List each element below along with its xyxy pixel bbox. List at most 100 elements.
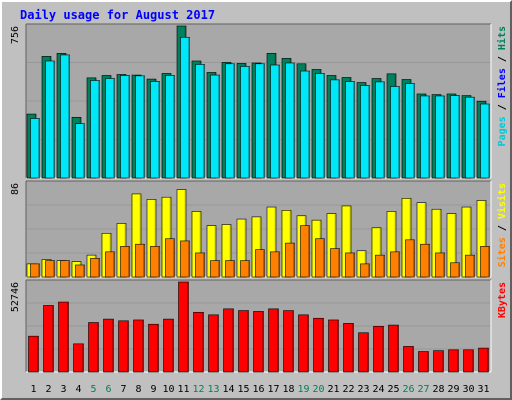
x-axis-labels: 1 2 3 4 5 6 7 8 9 10 11 12 13 14 15 16 17 18 19 20 21 22 23 24 2… [30, 384, 489, 395]
bar-kbytes-day-18 [283, 310, 294, 373]
bar-files-day-23 [360, 85, 370, 179]
bar-files-day-19 [300, 70, 310, 179]
x-tick-label: 29 [447, 384, 459, 395]
bar-kbytes-day-22 [343, 323, 354, 373]
bar-files-day-10 [165, 75, 175, 179]
x-tick-label: 3 [60, 384, 66, 395]
bar-sites-day-1 [30, 263, 40, 278]
x-tick-label: 7 [120, 384, 126, 395]
bar-sites-day-8 [135, 243, 145, 278]
x-tick-label: 20 [312, 384, 324, 395]
bar-kbytes-day-17 [268, 308, 279, 373]
bar-files-day-17 [270, 64, 280, 179]
bar-files-day-1 [30, 118, 40, 179]
x-tick-label: 17 [267, 384, 279, 395]
bar-kbytes-day-3 [58, 301, 69, 373]
bar-files-day-12 [195, 64, 205, 179]
x-tick-label: 16 [252, 384, 264, 395]
panel-hits-files-pages: 756 Pages / Files / Hits [10, 23, 508, 179]
bar-kbytes-day-8 [133, 319, 144, 373]
bar-kbytes-day-6 [103, 318, 114, 373]
bar-kbytes-day-23 [358, 332, 369, 373]
series-legend: Sites / Visits [496, 183, 508, 267]
bar-files-day-22 [345, 81, 355, 179]
legend-visits: Visits [496, 183, 508, 219]
bar-files-day-5 [90, 80, 100, 179]
bar-sites-day-31 [480, 246, 490, 278]
x-tick-label: 18 [282, 384, 294, 395]
legend-: / [497, 219, 508, 237]
bar-sites-day-5 [90, 258, 100, 278]
x-tick-label: 1 [30, 384, 36, 395]
bar-files-day-18 [285, 62, 295, 179]
bars [28, 281, 489, 373]
bar-sites-day-27 [420, 243, 430, 278]
x-tick-label: 2 [45, 384, 51, 395]
bar-sites-day-4 [75, 264, 85, 278]
bar-kbytes-day-7 [118, 320, 129, 373]
legend-: / [497, 50, 508, 68]
bar-kbytes-day-19 [298, 314, 309, 373]
bar-files-day-4 [75, 123, 85, 179]
bar-files-day-7 [120, 75, 130, 179]
x-tick-label: 26 [402, 384, 414, 395]
bar-sites-day-10 [165, 238, 175, 278]
bar-files-day-3 [60, 54, 70, 179]
bar-kbytes-day-24 [373, 325, 384, 373]
bars [26, 189, 490, 278]
y-max-label: 756 [10, 26, 21, 44]
bar-sites-day-3 [60, 260, 70, 278]
bar-sites-day-2 [45, 260, 55, 278]
bar-sites-day-24 [375, 254, 385, 278]
bar-kbytes-day-21 [328, 319, 339, 373]
bar-kbytes-day-27 [418, 351, 429, 373]
bar-kbytes-day-11 [178, 281, 189, 373]
bars [26, 25, 490, 179]
bar-files-day-30 [465, 96, 475, 179]
y-max-label: 52746 [10, 282, 21, 312]
x-tick-label: 6 [105, 384, 111, 395]
bar-files-day-16 [255, 63, 265, 179]
x-tick-label: 27 [417, 384, 429, 395]
legend-pages: Pages [497, 116, 508, 146]
bar-sites-day-19 [300, 225, 310, 278]
bar-sites-day-7 [120, 246, 130, 278]
bar-sites-day-11 [180, 240, 190, 278]
legend-kbytes: KBytes [497, 282, 508, 318]
bar-kbytes-day-9 [148, 323, 159, 373]
bar-kbytes-day-29 [448, 349, 459, 373]
bar-kbytes-day-5 [88, 322, 99, 373]
bar-sites-day-6 [105, 251, 115, 278]
bar-sites-day-16 [255, 249, 265, 278]
chart-title: Daily usage for August 2017 [20, 8, 215, 22]
bar-kbytes-day-1 [28, 335, 39, 373]
x-tick-label: 31 [477, 384, 489, 395]
bar-kbytes-day-13 [208, 314, 219, 373]
bar-files-day-24 [375, 81, 385, 179]
x-tick-label: 28 [432, 384, 444, 395]
bar-kbytes-day-31 [478, 347, 489, 373]
bar-files-day-8 [135, 75, 145, 179]
legend-hits: Hits [496, 26, 508, 50]
bar-files-day-31 [480, 103, 490, 179]
bar-files-day-6 [105, 78, 115, 179]
bar-sites-day-28 [435, 252, 445, 278]
x-tick-label: 14 [222, 384, 234, 395]
chart-panels: 756 Pages / Files / Hits 86 Sites / Visits 5… [10, 23, 508, 373]
bar-files-day-9 [150, 81, 160, 179]
x-tick-label: 21 [327, 384, 339, 395]
bar-files-day-27 [420, 95, 430, 179]
bar-sites-day-12 [195, 252, 205, 278]
bar-files-day-14 [225, 63, 235, 179]
bar-sites-day-29 [450, 262, 460, 278]
bar-sites-day-22 [345, 252, 355, 278]
bar-files-day-28 [435, 95, 445, 179]
bar-sites-day-13 [210, 260, 220, 278]
x-tick-label: 15 [237, 384, 249, 395]
bar-sites-day-15 [240, 260, 250, 278]
panel-kbytes: 52746 KBytes [10, 279, 508, 373]
bar-kbytes-day-30 [463, 349, 474, 373]
bar-sites-day-17 [270, 251, 280, 278]
x-tick-label: 23 [357, 384, 369, 395]
